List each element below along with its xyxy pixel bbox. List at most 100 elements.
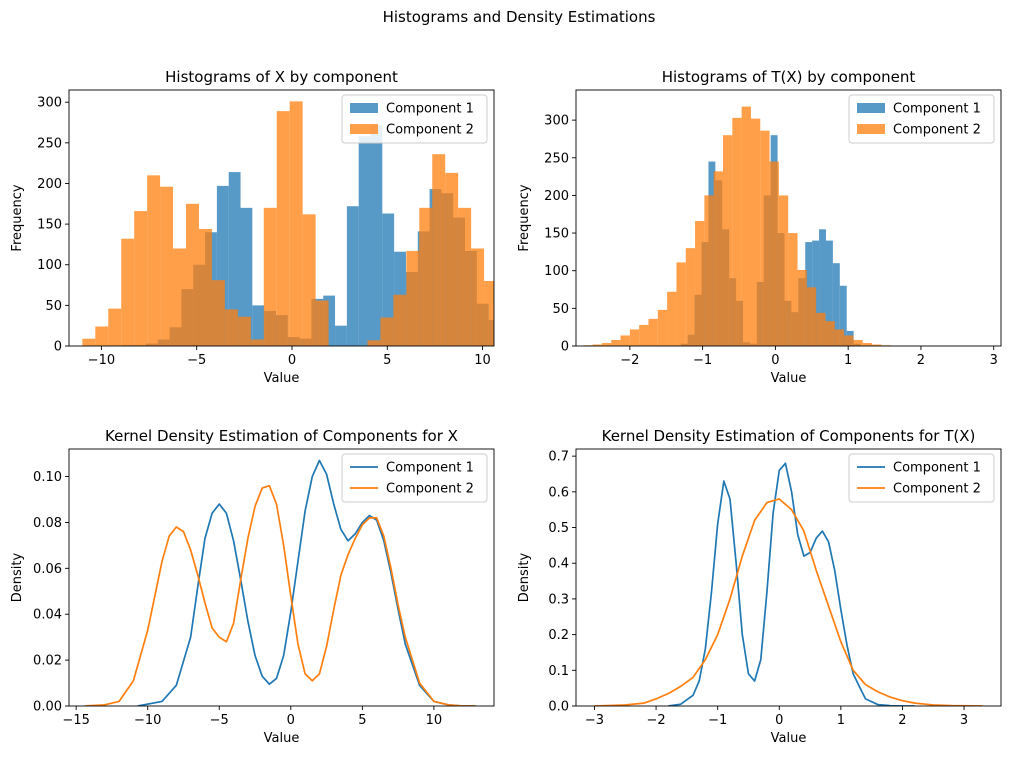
histogram-bar [173,248,187,346]
histogram-bar [370,124,383,346]
histogram-bar [657,309,668,346]
legend-label-2: Component 2 [386,482,474,497]
histogram-bar [741,106,751,346]
histogram-bar [825,240,833,346]
histogram-bar [536,345,549,346]
y-tick-label: 0.0 [548,700,569,715]
legend-swatch-2 [857,124,885,134]
histogram-bar [406,250,420,346]
legend: Component 1 Component 2 [341,453,488,503]
legend-box [848,453,995,503]
x-tick-label: 5 [383,353,391,368]
axes-frame [68,89,495,347]
x-tick-label: 0 [287,713,295,728]
y-tick-label: 0 [54,340,62,355]
y-tick-label: 100 [544,264,569,279]
histogram-bar [302,214,316,346]
x-axis-label: Value [771,371,807,386]
legend-label-2: Component 2 [386,123,474,138]
histogram-bar [160,186,174,346]
histogram-bar [832,263,840,346]
histogram-bar [458,207,472,346]
histogram-bar [240,207,253,346]
legend-label-1: Component 1 [386,102,474,117]
chart-panel-2: −2 −1 0 1 2 3 0 50 100 150 200 250 300 Histograms of … [517,68,1002,386]
histogram-bar [211,280,225,346]
histogram-bar [685,248,696,346]
chart-title: Kernel Density Estimation of Components … [105,427,458,445]
histogram-bar [471,248,485,346]
histogram-bar [108,308,122,346]
legend-label-1: Component 1 [893,461,981,476]
y-tick-label: 200 [37,177,62,192]
x-tick-label: 3 [990,353,998,368]
legend-label-1: Component 1 [893,102,981,117]
y-tick-label: 150 [544,227,569,242]
y-axis-label: Frequency [517,184,532,251]
y-tick-label: 300 [544,114,569,129]
axes-frame [68,448,495,707]
histogram-bar [723,135,733,346]
x-tick-label: −3 [585,713,604,728]
histogram-bar [713,171,724,346]
histogram-bar [834,329,845,346]
y-axis-label: Density [517,552,532,602]
histogram-bar [592,344,602,346]
histogram-bar [620,335,630,346]
histogram-bar [819,229,826,346]
y-tick-label: 0.00 [33,700,62,715]
x-tick-label: 2 [917,353,925,368]
y-tick-label: 250 [37,136,62,151]
series-2-line [84,484,476,706]
series-2-line [594,498,983,706]
y-tick-label: 0.3 [548,592,569,607]
axes-frame [575,89,1002,347]
y-tick-label: 0.6 [548,485,569,500]
y-tick-label: 0.5 [548,521,569,536]
y-tick-label: 0.10 [33,470,62,485]
histogram-bar [419,207,433,346]
series-1-line [137,459,476,706]
histogram-bar [323,295,336,346]
histogram-bar [95,326,109,346]
plot-area [594,462,983,706]
histogram-bar [639,324,649,346]
histogram-bar [380,317,394,346]
legend: Component 1 Component 2 [848,94,995,144]
histogram-bar [367,340,381,346]
histogram-bar [224,309,238,346]
histogram-bar [862,342,873,346]
y-tick-label: 300 [37,96,62,111]
y-tick-label: 0.2 [548,628,569,643]
x-axis-label: Value [264,371,300,386]
histogram-bar [216,185,229,346]
legend-swatch-2 [350,124,378,134]
series-2-bars [583,106,891,346]
legend-label-2: Component 2 [893,482,981,497]
histogram-bar [806,287,817,346]
series-2-bars [82,101,549,346]
histogram-bar [611,339,621,346]
x-tick-label: −5 [210,713,229,728]
histogram-bar [237,316,251,346]
legend-box [848,94,995,144]
histogram-bar [676,262,686,346]
histogram-bar [797,269,807,346]
histogram-bar [512,344,524,346]
y-tick-label: 200 [544,189,569,204]
x-tick-label: 0 [771,353,779,368]
chart-title: Histograms of X by component [165,68,398,86]
x-tick-label: −2 [620,353,639,368]
axes-frame [575,448,1002,707]
x-tick-label: 2 [898,713,906,728]
y-tick-label: 0.7 [548,450,569,465]
histogram-bar [147,175,161,346]
histogram-bar [750,118,761,346]
legend: Component 1 Component 2 [341,94,488,144]
x-tick-label: −10 [134,713,161,728]
y-tick-label: 50 [552,302,569,317]
x-tick-label: 1 [844,353,852,368]
histogram-bar [704,195,714,346]
